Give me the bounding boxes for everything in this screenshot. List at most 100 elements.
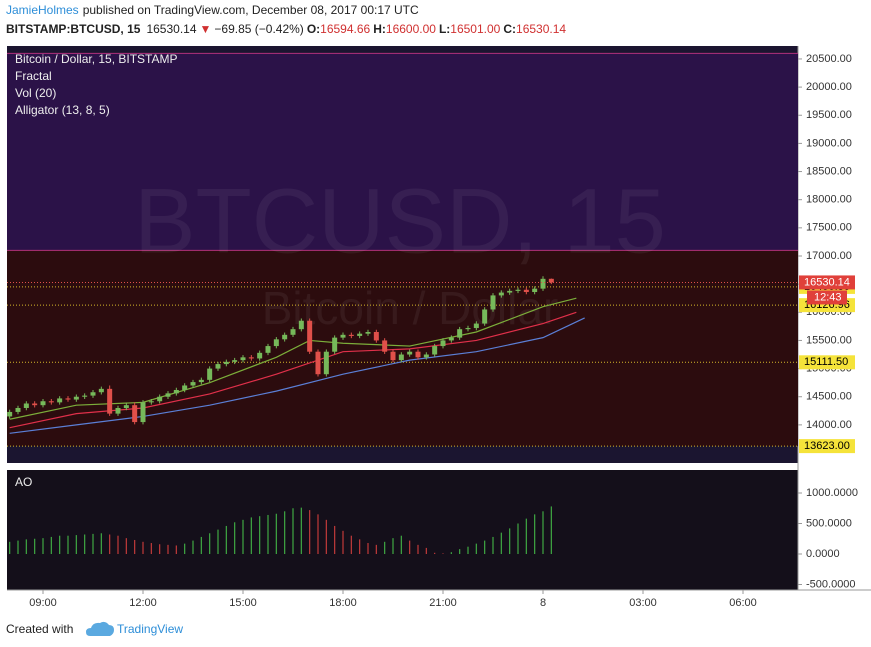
y-tick-label: 14500.00 <box>806 391 852 403</box>
candle-body <box>48 401 54 403</box>
y-tick-label: 18500.00 <box>806 165 852 177</box>
candle-body <box>332 337 338 352</box>
candle-body <box>15 407 21 412</box>
indicator-label: Vol (20) <box>15 86 56 100</box>
price: 16530.14 <box>146 22 196 36</box>
candle-body <box>40 401 46 406</box>
candle-body <box>115 407 121 414</box>
y-tick-label: 20500.00 <box>806 53 852 65</box>
y-tick-label: 17500.00 <box>806 222 852 234</box>
y-tick-label: -500.0000 <box>806 578 856 590</box>
candle-body <box>465 328 471 330</box>
x-tick-label: 8 <box>540 597 546 609</box>
candle-body <box>207 368 213 380</box>
author[interactable]: JamieHolmes <box>6 3 79 17</box>
candle-body <box>398 354 404 361</box>
y-tick-label: 19500.00 <box>806 109 852 121</box>
countdown-box <box>807 290 847 305</box>
countdown: 12:43 <box>814 291 842 303</box>
candle-body <box>382 340 388 352</box>
candle-body <box>107 388 113 414</box>
ohlc-value: 16600.00 <box>386 22 436 36</box>
candle-body <box>98 388 104 393</box>
candle-body <box>182 385 188 390</box>
candle-body <box>57 398 63 403</box>
y-tick-label: 19000.00 <box>806 137 852 149</box>
candle-body <box>123 405 129 408</box>
x-tick-label: 03:00 <box>629 597 657 609</box>
y-tick-label: 0.0000 <box>806 548 840 560</box>
x-tick-label: 12:00 <box>129 597 157 609</box>
level-label: 13623.00 <box>804 440 850 452</box>
x-tick-label: 09:00 <box>29 597 57 609</box>
y-tick-label: 18000.00 <box>806 194 852 206</box>
level-box <box>799 439 855 454</box>
candle-body <box>215 364 221 369</box>
y-tick-label: 500.0000 <box>806 517 852 529</box>
indicator-label: Alligator (13, 8, 5) <box>15 103 110 117</box>
candle-body <box>290 329 296 335</box>
candle-body <box>473 323 479 329</box>
candle-body <box>348 334 354 336</box>
alligator-line <box>9 317 585 434</box>
candle-body <box>457 329 463 338</box>
candle-body <box>498 292 504 296</box>
candle-body <box>307 320 313 352</box>
candle-body <box>373 331 379 341</box>
candle-body <box>340 334 346 338</box>
candle-body <box>365 331 371 334</box>
x-tick-label: 06:00 <box>729 597 757 609</box>
candle-body <box>248 357 254 359</box>
candle-body <box>198 379 204 383</box>
change: −69.85 (−0.42%) <box>214 22 303 36</box>
candle-body <box>440 340 446 347</box>
candle-body <box>323 351 329 375</box>
indicator-label: Fractal <box>15 69 52 83</box>
current-price-label: 16530.14 <box>804 276 850 288</box>
watermark-subtitle: Bitcoin / Dollar <box>262 282 559 334</box>
candle-body <box>515 289 521 291</box>
candle-body <box>132 405 138 423</box>
y-tick-label: 14000.00 <box>806 419 852 431</box>
ohlc-key: O: <box>307 22 320 36</box>
ohlc-key: H: <box>373 22 386 36</box>
ohlc-value: 16594.66 <box>320 22 370 36</box>
ohlc-key: C: <box>503 22 516 36</box>
candle-body <box>240 357 246 361</box>
published: published on TradingView.com, December 0… <box>83 3 419 17</box>
candle-body <box>82 395 88 397</box>
candle-body <box>7 411 13 417</box>
candle-body <box>507 290 513 293</box>
x-tick-label: 18:00 <box>329 597 357 609</box>
publish-line: JamieHolmes published on TradingView.com,… <box>6 3 419 17</box>
current-price-box <box>799 275 855 290</box>
candle-body <box>532 288 538 293</box>
candle-body <box>390 351 396 361</box>
footer-brand[interactable]: TradingView <box>117 622 183 636</box>
y-tick-label: 17000.00 <box>806 250 852 262</box>
candle-body <box>232 360 238 362</box>
candle-body <box>165 393 171 397</box>
candle-body <box>90 392 96 396</box>
footer-created: Created with <box>6 622 73 636</box>
ohlc-value: 16530.14 <box>516 22 566 36</box>
candle-body <box>73 396 79 400</box>
candle-body <box>32 403 38 406</box>
candle-body <box>523 289 529 293</box>
ohlc-key: L: <box>439 22 450 36</box>
logo[interactable] <box>86 621 114 636</box>
candle-body <box>432 346 438 355</box>
watermark: BTCUSD, 15 <box>134 170 666 272</box>
pane-title: AO <box>15 475 32 489</box>
candle-body <box>482 309 488 324</box>
candle-body <box>190 382 196 386</box>
symbol-line: BITSTAMP:BTCUSD, 15 16530.14 ▼ −69.85 (−0.4… <box>6 22 566 36</box>
candle-body <box>548 278 554 283</box>
legend-title: Bitcoin / Dollar, 15, BITSTAMP <box>15 52 178 66</box>
candle-body <box>540 278 546 289</box>
candle-body <box>415 351 421 358</box>
candle-body <box>357 333 363 336</box>
candle-body <box>157 396 163 402</box>
y-tick-label: 20000.00 <box>806 81 852 93</box>
